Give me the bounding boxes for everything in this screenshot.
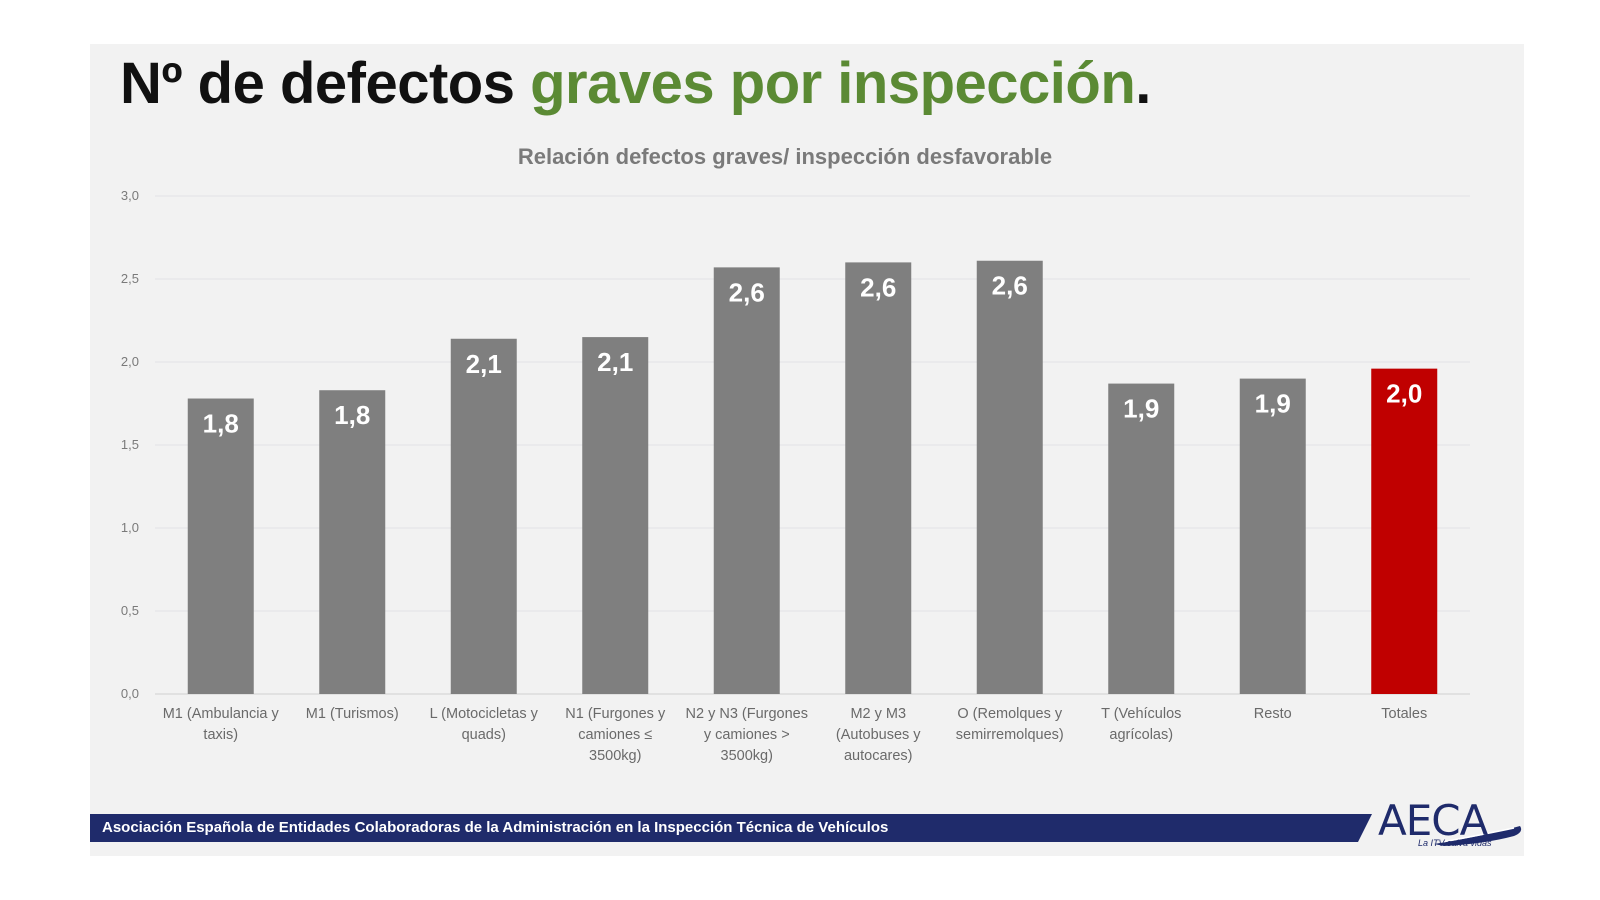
title-part-3: . (1135, 51, 1151, 116)
y-tick-label: 3,0 (121, 188, 139, 203)
data-label: 1,8 (334, 400, 370, 430)
aeca-logo: AECA La ITV salva vidas (1374, 796, 1524, 856)
bar (1371, 368, 1438, 694)
data-label: 2,6 (860, 272, 896, 302)
bar (1108, 383, 1175, 694)
title-part-2-highlight: graves por inspección (530, 51, 1136, 116)
bar (713, 267, 780, 694)
y-tick-label: 1,5 (121, 437, 139, 452)
chart-title: Relación defectos graves/ inspección des… (517, 144, 1053, 169)
page-title: Nº de defectos graves por inspección. (120, 50, 1151, 117)
x-tick-label: 3500kg) (721, 748, 773, 764)
data-label: 1,9 (1255, 389, 1291, 419)
y-tick-label: 1,0 (121, 520, 139, 535)
x-tick-label: M2 y M3 (850, 706, 906, 722)
x-tick-label: (Autobuses y (836, 727, 921, 743)
y-tick-label: 0,5 (121, 603, 139, 618)
x-tick-label: y camiones > (704, 727, 790, 743)
x-tick-label: L (Motocicletas y (430, 706, 539, 722)
x-tick-label: T (Vehículos (1101, 706, 1181, 722)
bar (187, 398, 254, 694)
footer-organization-name: Asociación Española de Entidades Colabor… (102, 819, 889, 836)
x-tick-label: 3500kg) (589, 748, 641, 764)
bar (1239, 378, 1306, 694)
data-label: 2,0 (1386, 379, 1422, 409)
x-tick-label: N2 y N3 (Furgones (686, 706, 809, 722)
footer-band (90, 814, 1372, 842)
chart-title-wrap: Relación defectos graves/ inspección des… (0, 144, 1600, 170)
y-tick-label: 2,5 (121, 271, 139, 286)
x-tick-label: Resto (1254, 706, 1292, 722)
x-tick-label: camiones ≤ (578, 727, 652, 743)
x-tick-label: quads) (462, 727, 506, 743)
x-tick-label: agrícolas) (1109, 727, 1173, 743)
x-tick-label: semirremolques) (956, 727, 1064, 743)
data-label: 1,9 (1123, 394, 1159, 424)
y-tick-label: 0,0 (121, 686, 139, 701)
x-tick-label: Totales (1381, 706, 1427, 722)
logo-tagline: La ITV salva vidas (1418, 838, 1492, 848)
bar (582, 337, 649, 694)
data-label: 2,1 (597, 347, 633, 377)
data-label: 2,6 (992, 271, 1028, 301)
x-tick-label: M1 (Turismos) (306, 706, 399, 722)
x-tick-label: N1 (Furgones y (565, 706, 666, 722)
y-tick-label: 2,0 (121, 354, 139, 369)
logo-text: AECA (1378, 796, 1488, 845)
data-label: 1,8 (203, 409, 239, 439)
bar (319, 390, 386, 694)
bar (976, 260, 1043, 694)
x-tick-label: M1 (Ambulancia y (163, 706, 280, 722)
data-label: 2,6 (729, 277, 765, 307)
bar (450, 338, 517, 694)
x-tick-label: O (Remolques y (957, 706, 1063, 722)
title-part-1: Nº de defectos (120, 51, 515, 116)
data-label: 2,1 (466, 349, 502, 379)
x-tick-label: autocares) (844, 748, 913, 764)
logo-swoosh-icon (1434, 826, 1522, 846)
x-tick-label: taxis) (203, 727, 238, 743)
bar (845, 262, 912, 694)
